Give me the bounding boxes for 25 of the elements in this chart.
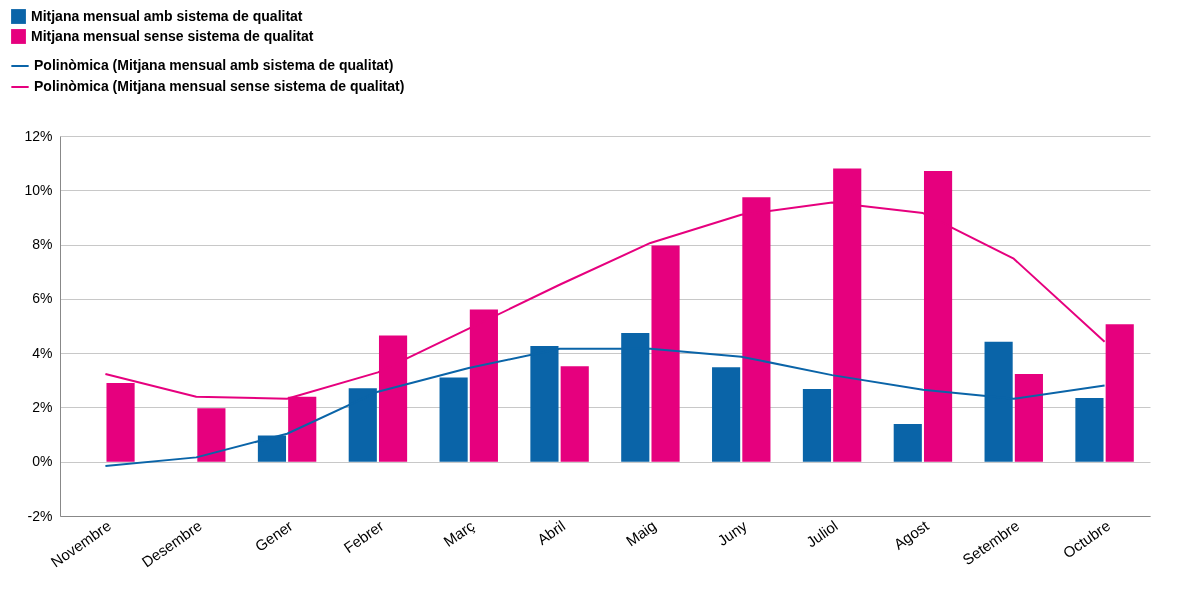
bar — [348, 388, 377, 462]
bar — [1075, 397, 1104, 462]
y-tick-label: -2% — [27, 507, 53, 524]
bar — [712, 367, 741, 462]
x-tick-label: Març — [440, 516, 478, 550]
legend-label: Mitjana mensual amb sistema de qualitat — [31, 7, 303, 24]
bar — [197, 408, 226, 462]
legend-label: Polinòmica (Mitjana mensual amb sistema de qualitat) — [34, 57, 394, 73]
bar — [802, 388, 832, 462]
legend-label: Polinòmica (Mitjana mensual sense sistema de qualitat) — [34, 78, 405, 94]
legend-label: Mitjana mensual sense sistema de qualitat — [31, 27, 314, 44]
x-tick-label: Maig — [622, 516, 660, 550]
y-tick-label: 8% — [32, 236, 53, 253]
y-tick-label: 4% — [32, 344, 53, 361]
bar — [893, 423, 922, 462]
y-tick-label: 10% — [24, 181, 53, 198]
y-tick-label: 0% — [32, 453, 53, 470]
y-tick-label: 2% — [32, 398, 53, 415]
bar — [1014, 374, 1043, 462]
y-tick-label: 12% — [24, 127, 53, 144]
bar — [439, 377, 468, 462]
x-tick-label: Juny — [714, 516, 751, 549]
y-tick-label: 6% — [32, 290, 53, 307]
bar — [257, 435, 287, 462]
bar — [560, 366, 589, 462]
